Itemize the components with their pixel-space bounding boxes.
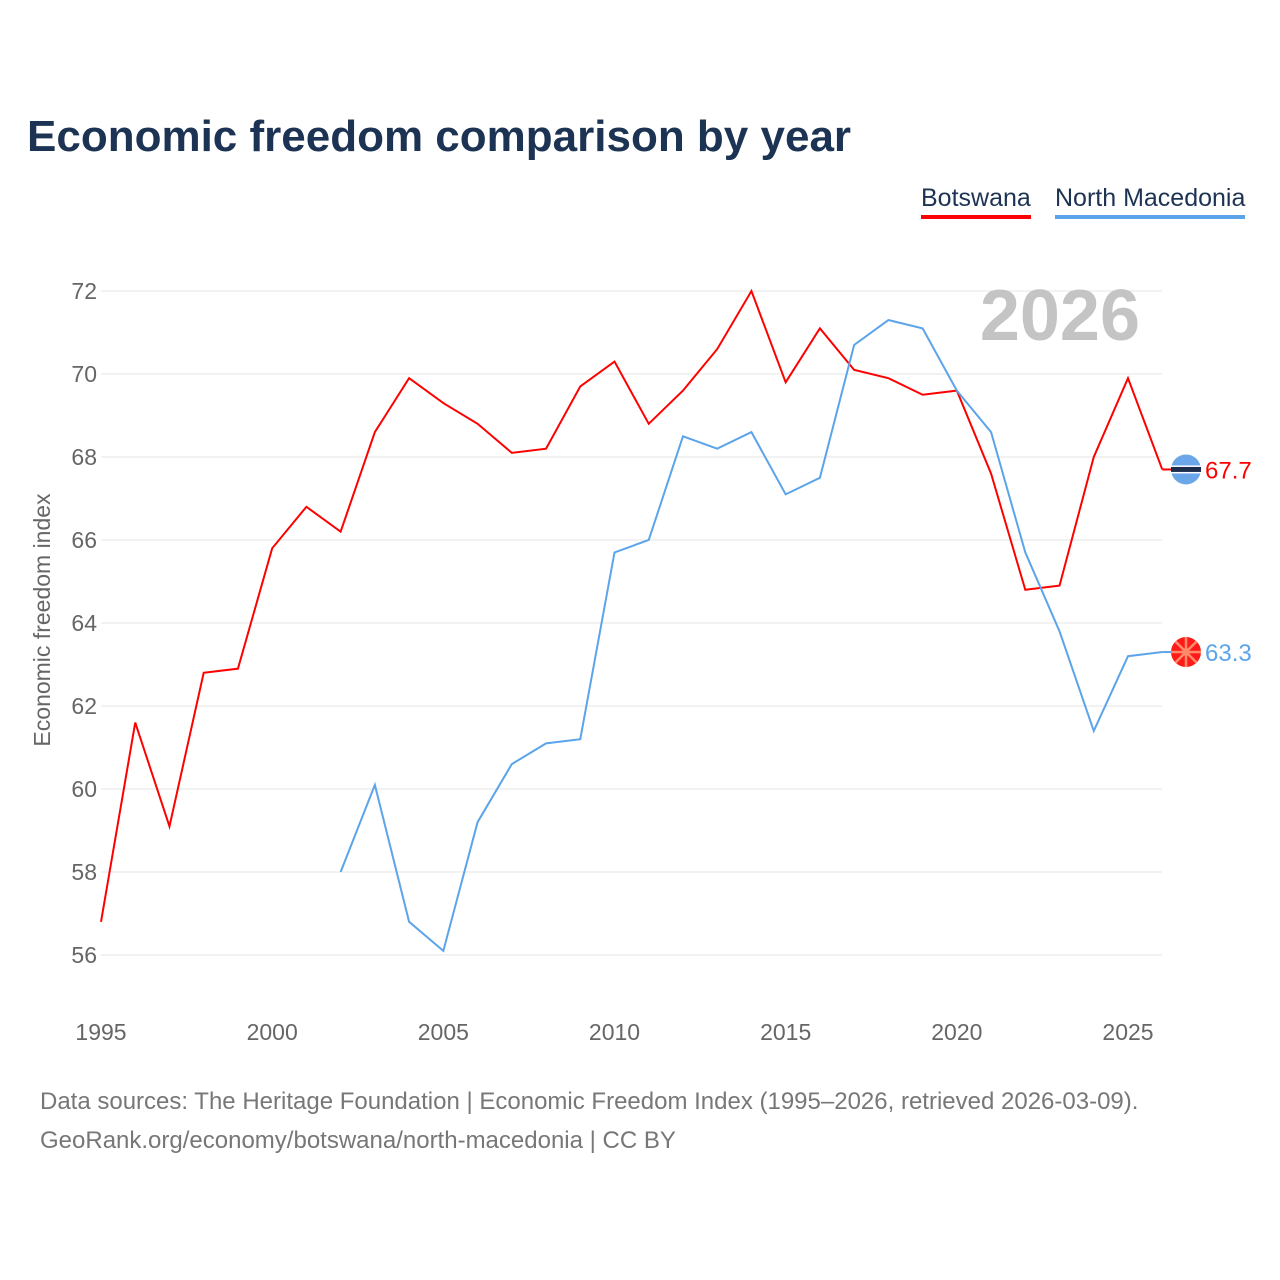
y-axis-label: Economic freedom index bbox=[29, 493, 55, 747]
data-point bbox=[577, 736, 583, 742]
data-point bbox=[851, 367, 857, 373]
data-point bbox=[1022, 587, 1028, 593]
data-point bbox=[748, 429, 754, 435]
data-point bbox=[475, 421, 481, 427]
data-point bbox=[1022, 549, 1028, 555]
data-point bbox=[406, 375, 412, 381]
y-tick-label: 68 bbox=[71, 444, 97, 470]
data-point bbox=[440, 400, 446, 406]
data-point bbox=[920, 325, 926, 331]
data-point bbox=[817, 325, 823, 331]
data-point bbox=[201, 670, 207, 676]
data-point bbox=[612, 549, 618, 555]
flag-stripe bbox=[1171, 466, 1201, 472]
x-tick-label: 2010 bbox=[589, 1019, 640, 1045]
data-point bbox=[885, 375, 891, 381]
flag-sun bbox=[1182, 648, 1190, 657]
y-tick-label: 62 bbox=[71, 693, 97, 719]
data-point bbox=[783, 491, 789, 497]
legend-north-macedonia[interactable]: North Macedonia bbox=[1055, 184, 1246, 219]
data-point bbox=[680, 433, 686, 439]
data-point bbox=[680, 388, 686, 394]
end-label: 67.7 bbox=[1205, 457, 1252, 484]
data-point bbox=[303, 504, 309, 510]
data-point bbox=[1125, 375, 1131, 381]
data-point bbox=[714, 446, 720, 452]
footer-credit: GeoRank.org/economy/botswana/north-maced… bbox=[40, 1127, 676, 1154]
data-point bbox=[577, 383, 583, 389]
data-point bbox=[748, 288, 754, 294]
x-tick-label: 2000 bbox=[247, 1019, 298, 1045]
y-tick-label: 60 bbox=[71, 776, 97, 802]
end-label: 63.3 bbox=[1205, 640, 1252, 667]
data-point bbox=[440, 948, 446, 954]
legend-botswana[interactable]: Botswana bbox=[921, 184, 1031, 219]
y-tick-label: 58 bbox=[71, 859, 97, 885]
x-tick-label: 2020 bbox=[931, 1019, 982, 1045]
x-tick-label: 1995 bbox=[75, 1019, 126, 1045]
x-tick-label: 2005 bbox=[418, 1019, 469, 1045]
data-point bbox=[1091, 454, 1097, 460]
data-point bbox=[269, 545, 275, 551]
data-point bbox=[1057, 628, 1063, 634]
data-point bbox=[988, 471, 994, 477]
data-point bbox=[714, 346, 720, 352]
footer-sources: Data sources: The Heritage Foundation | … bbox=[40, 1088, 1139, 1115]
data-point bbox=[372, 782, 378, 788]
data-point bbox=[235, 666, 241, 672]
data-point bbox=[98, 919, 104, 925]
y-tick-label: 64 bbox=[71, 610, 97, 636]
data-point bbox=[1091, 728, 1097, 734]
year-watermark: 2026 bbox=[980, 276, 1140, 356]
data-point bbox=[1125, 653, 1131, 659]
data-point bbox=[646, 537, 652, 543]
data-point bbox=[920, 392, 926, 398]
data-point bbox=[132, 720, 138, 726]
x-tick-label: 2025 bbox=[1102, 1019, 1153, 1045]
y-tick-label: 66 bbox=[71, 527, 97, 553]
series-line-1 bbox=[339, 318, 1163, 953]
data-point bbox=[817, 475, 823, 481]
data-point bbox=[612, 359, 618, 365]
y-tick-label: 56 bbox=[71, 942, 97, 968]
data-point bbox=[783, 379, 789, 385]
data-point bbox=[543, 740, 549, 746]
chart-title: Economic freedom comparison by year bbox=[27, 112, 852, 161]
data-point bbox=[954, 388, 960, 394]
data-point bbox=[646, 421, 652, 427]
data-point bbox=[372, 429, 378, 435]
data-point bbox=[988, 429, 994, 435]
data-point bbox=[406, 919, 412, 925]
data-point bbox=[338, 869, 344, 875]
data-point bbox=[338, 529, 344, 535]
data-point bbox=[509, 761, 515, 767]
data-point bbox=[885, 317, 891, 323]
data-point bbox=[543, 446, 549, 452]
data-point bbox=[851, 342, 857, 348]
data-point bbox=[1057, 583, 1063, 589]
data-point bbox=[509, 450, 515, 456]
y-tick-label: 72 bbox=[71, 278, 97, 304]
data-point bbox=[166, 823, 172, 829]
y-tick-label: 70 bbox=[71, 361, 97, 387]
data-point bbox=[475, 819, 481, 825]
x-tick-label: 2015 bbox=[760, 1019, 811, 1045]
series-line-0 bbox=[100, 288, 1164, 922]
